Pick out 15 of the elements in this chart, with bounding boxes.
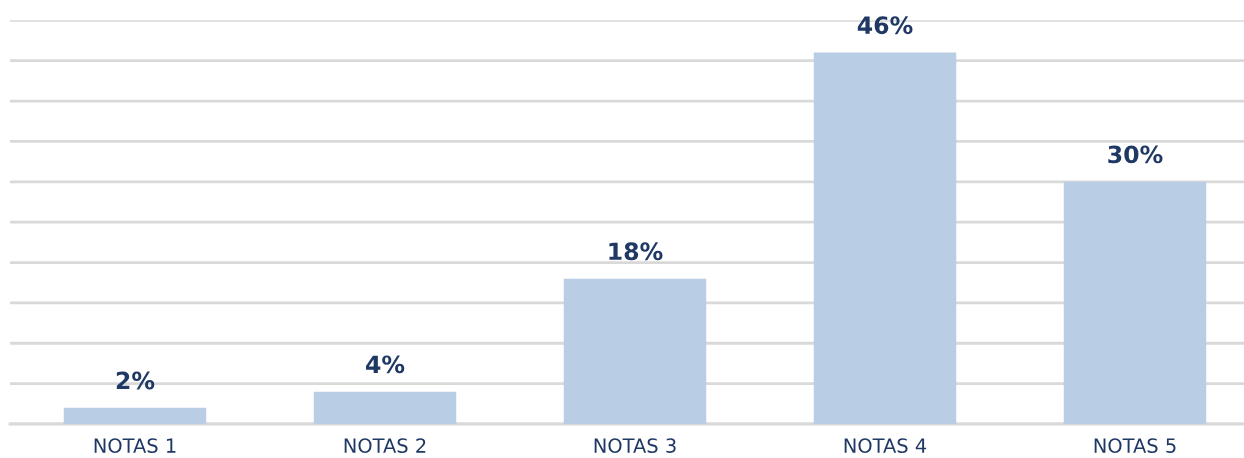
bar (563, 278, 707, 424)
data-label: 4% (366, 355, 405, 374)
bar (63, 407, 207, 424)
x-tick-label: NOTAS 3 (594, 438, 676, 453)
x-tick-label: NOTAS 4 (844, 438, 927, 453)
bar (1063, 181, 1207, 424)
data-label: 46% (857, 16, 913, 35)
bar (313, 391, 457, 424)
data-label: 30% (1108, 145, 1163, 164)
x-tick-label: NOTAS 2 (344, 438, 426, 453)
bar (813, 52, 957, 424)
data-label: 18% (609, 242, 663, 261)
data-label: 2% (116, 371, 155, 390)
x-tick-label: NOTAS 5 (1094, 438, 1176, 453)
x-tick-label: NOTAS 1 (94, 438, 176, 453)
